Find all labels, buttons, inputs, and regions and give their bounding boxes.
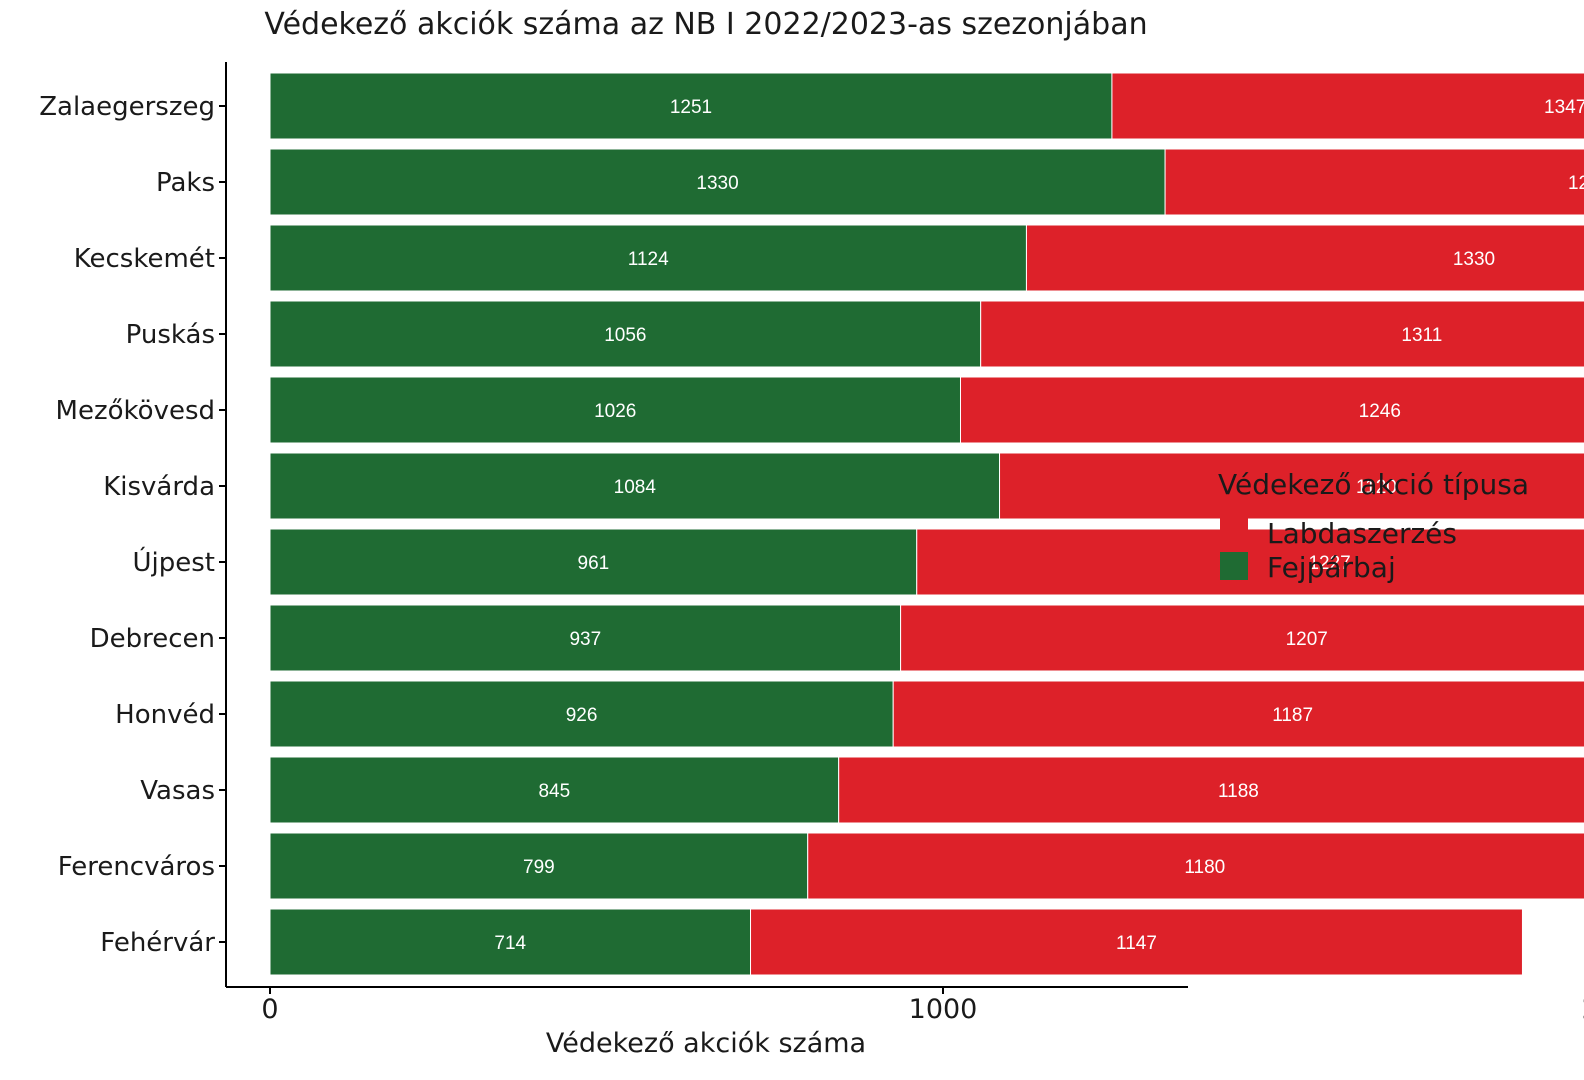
data-label-mez-k-vesd-fejparbaj: 1026 [594, 401, 636, 422]
bar--jpest-labdaszerzes [916, 528, 1584, 596]
legend-swatch-fejp-rbaj [1220, 552, 1248, 580]
bar-honv-d-fejparbaj [269, 680, 894, 748]
y-tick-label-debrecen: Debrecen [90, 624, 215, 654]
data-label-ferencv-ros-fejparbaj: 799 [523, 857, 555, 878]
bar-kisv-rda-labdaszerzes [999, 452, 1584, 520]
data-label-honv-d-labdaszerzes: 1187 [1272, 705, 1313, 726]
bar-vasas-labdaszerzes [838, 756, 1584, 824]
x-tick-label-0: 0 [261, 994, 278, 1025]
y-tick-label--jpest: Újpest [133, 546, 216, 578]
data-label-debrecen-fejparbaj: 937 [569, 629, 601, 650]
data-label-kecskem-t-fejparbaj: 1124 [628, 249, 669, 270]
data-label-vasas-labdaszerzes: 1188 [1218, 781, 1259, 802]
bar-feh-rv-r-fejparbaj [269, 908, 752, 976]
bar-honv-d-labdaszerzes [892, 680, 1584, 748]
chart-title: Védekező akciók száma az NB I 2022/2023-… [264, 7, 1147, 42]
data-label-paks-labdaszerzes: 1260 [1568, 173, 1584, 194]
data-label-mez-k-vesd-labdaszerzes: 1246 [1359, 401, 1401, 422]
legend-label-fejp-rbaj: Fejpárbaj [1267, 551, 1396, 584]
bar-vasas-fejparbaj [269, 756, 840, 824]
bar-paks-fejparbaj [269, 148, 1166, 216]
bar-paks-labdaszerzes [1164, 148, 1584, 216]
bar-debrecen-fejparbaj [269, 604, 902, 672]
data-label-kecskem-t-labdaszerzes: 1330 [1453, 249, 1495, 270]
legend-swatch-labdaszerz-s [1220, 518, 1248, 546]
bar-ferencv-ros-labdaszerzes [807, 832, 1584, 900]
bars-group: 1251 1347 1330 1260 1124 1330 1056 1311 1026 1246… [269, 72, 1584, 976]
y-tick-label-zalaegerszeg: Zalaegerszeg [39, 92, 215, 122]
data-label-pusk-s-labdaszerzes: 1311 [1401, 325, 1442, 346]
data-label-pusk-s-fejparbaj: 1056 [604, 325, 646, 346]
legend: Védekező akció típusa LabdaszerzésFejpár… [1218, 468, 1529, 584]
bar-kecskem-t-fejparbaj [269, 224, 1027, 292]
legend-title: Védekező akció típusa [1218, 468, 1529, 501]
bar-kisv-rda-fejparbaj [269, 452, 1001, 520]
data-label-kisv-rda-labdaszerzes: 1120 [1356, 477, 1397, 498]
bar-kecskem-t-labdaszerzes [1025, 224, 1584, 292]
y-tick-label-pusk-s: Puskás [126, 320, 215, 350]
bar-feh-rv-r-labdaszerzes [750, 908, 1523, 976]
y-tick-label-ferencv-ros: Ferencváros [58, 852, 215, 882]
y-tick-label-mez-k-vesd: Mezőkövesd [56, 396, 215, 426]
x-axis-title: Védekező akciók száma [546, 1028, 866, 1059]
data-label-paks-fejparbaj: 1330 [696, 173, 738, 194]
data-label-feh-rv-r-labdaszerzes: 1147 [1116, 933, 1157, 954]
bar-zalaegerszeg-labdaszerzes [1111, 72, 1584, 140]
x-tick-label-1000: 1000 [909, 994, 978, 1025]
data-label-honv-d-fejparbaj: 926 [566, 705, 598, 726]
y-axis-labels: Zalaegerszeg Paks Kecskemét Puskás Mezőköves… [39, 92, 226, 958]
bar-pusk-s-labdaszerzes [980, 300, 1584, 368]
y-tick-label-kisv-rda: Kisvárda [103, 472, 215, 502]
data-label-zalaegerszeg-fejparbaj: 1251 [670, 97, 712, 118]
bar-mez-k-vesd-fejparbaj [269, 376, 961, 444]
data-label-kisv-rda-fejparbaj: 1084 [614, 477, 657, 498]
x-tick-label-2000: 2000 [1582, 994, 1584, 1025]
data-label-debrecen-labdaszerzes: 1207 [1286, 629, 1328, 650]
y-tick-label-paks: Paks [156, 168, 215, 198]
data-label-vasas-fejparbaj: 845 [538, 781, 570, 802]
y-tick-label-kecskem-t: Kecskemét [74, 244, 215, 274]
bar-mez-k-vesd-labdaszerzes [959, 376, 1584, 444]
data-label-zalaegerszeg-labdaszerzes: 1347 [1544, 97, 1584, 118]
data-label-ferencv-ros-labdaszerzes: 1180 [1184, 857, 1225, 878]
y-tick-label-vasas: Vasas [140, 776, 215, 806]
data-label--jpest-fejparbaj: 961 [578, 553, 610, 574]
x-axis-ticks: 0 1000 2000 [261, 987, 1584, 1025]
data-label--jpest-labdaszerzes: 1227 [1308, 553, 1350, 574]
bar-zalaegerszeg-fejparbaj [269, 72, 1113, 140]
bar--jpest-fejparbaj [269, 528, 918, 596]
data-label-feh-rv-r-fejparbaj: 714 [494, 933, 526, 954]
bar-debrecen-labdaszerzes [900, 604, 1584, 672]
legend-label-labdaszerz-s: Labdaszerzés [1267, 517, 1457, 550]
y-tick-label-honv-d: Honvéd [115, 700, 215, 730]
y-tick-label-feh-rv-r: Fehérvár [100, 928, 215, 958]
